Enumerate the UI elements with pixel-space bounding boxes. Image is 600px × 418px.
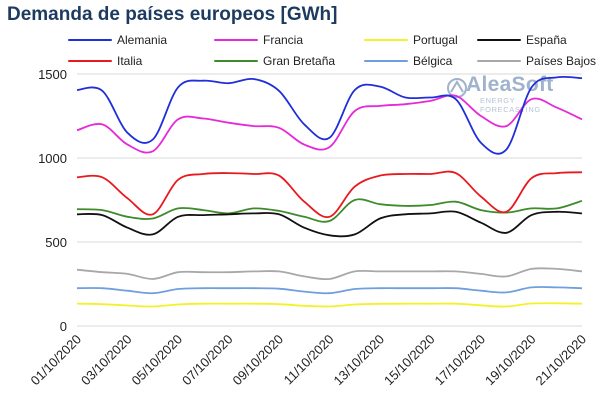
series-line-italia [76, 170, 583, 219]
legend: Alemania Francia Portugal España Italia Gran … [68, 31, 596, 71]
x-tick-label: 19/10/2020 [482, 332, 539, 389]
x-tick-label: 21/10/2020 [532, 332, 589, 389]
series-line-gran-bretana [76, 198, 583, 223]
legend-label: Alemania [117, 33, 168, 47]
legend-swatch [477, 39, 521, 41]
legend-swatch [364, 39, 408, 41]
x-tick-label: 07/10/2020 [179, 332, 236, 389]
legend-item-alemania: Alemania [68, 31, 167, 49]
x-tick-label: 17/10/2020 [431, 332, 488, 389]
series-line-belgica [76, 286, 583, 295]
legend-swatch [214, 39, 258, 41]
x-tick-label: 03/10/2020 [78, 332, 135, 389]
x-tick-label: 01/10/2020 [27, 332, 84, 389]
series-line-paises-bajos [76, 267, 583, 281]
legend-label: Italia [117, 54, 143, 68]
legend-label: España [526, 33, 567, 47]
series-line-espana [76, 210, 583, 238]
logo-name: AleaSoft [466, 73, 554, 96]
x-tick-label: 11/10/2020 [281, 332, 337, 388]
legend-item-gran-bretana: Gran Bretaña [214, 52, 335, 70]
legend-label: Francia [263, 33, 304, 47]
legend-swatch [364, 60, 408, 62]
y-axis-ticks: 0 500 1000 1500 [38, 67, 67, 334]
chart-title: Demanda de países europeos [GWh] [7, 4, 338, 25]
legend-label: Gran Bretaña [263, 54, 336, 68]
legend-item-portugal: Portugal [364, 31, 458, 49]
series-line-alemania [76, 75, 583, 155]
logo-tagline: ENERGY FORECASTING [480, 96, 541, 114]
grid-layer [77, 73, 582, 327]
legend-swatch [68, 60, 112, 62]
legend-label: Bélgica [413, 54, 453, 68]
legend-item-francia: Francia [214, 31, 303, 49]
legend-swatch [477, 60, 521, 62]
legend-label: Portugal [413, 33, 458, 47]
y-tick-label: 1500 [38, 67, 67, 82]
legend-label: Países Bajos [526, 54, 597, 68]
legend-item-paises-bajos: Países Bajos [477, 52, 596, 70]
y-tick-label: 500 [45, 235, 67, 250]
series-line-francia [76, 94, 583, 154]
x-tick-label: 13/10/2020 [330, 332, 387, 389]
x-tick-label: 15/10/2020 [381, 332, 438, 389]
x-tick-label: 09/10/2020 [229, 332, 286, 389]
x-axis-ticks: 01/10/202003/10/202005/10/202007/10/2020… [27, 332, 589, 389]
series-line-portugal [76, 302, 583, 308]
y-tick-label: 0 [60, 319, 67, 334]
legend-item-italia: Italia [68, 52, 142, 70]
legend-item-espana: España [477, 31, 567, 49]
legend-swatch [214, 60, 258, 62]
legend-item-belgica: Bélgica [364, 52, 452, 70]
legend-swatch [68, 39, 112, 41]
series-layer [76, 75, 583, 308]
y-tick-label: 1000 [38, 151, 67, 166]
x-tick-label: 05/10/2020 [128, 332, 185, 389]
